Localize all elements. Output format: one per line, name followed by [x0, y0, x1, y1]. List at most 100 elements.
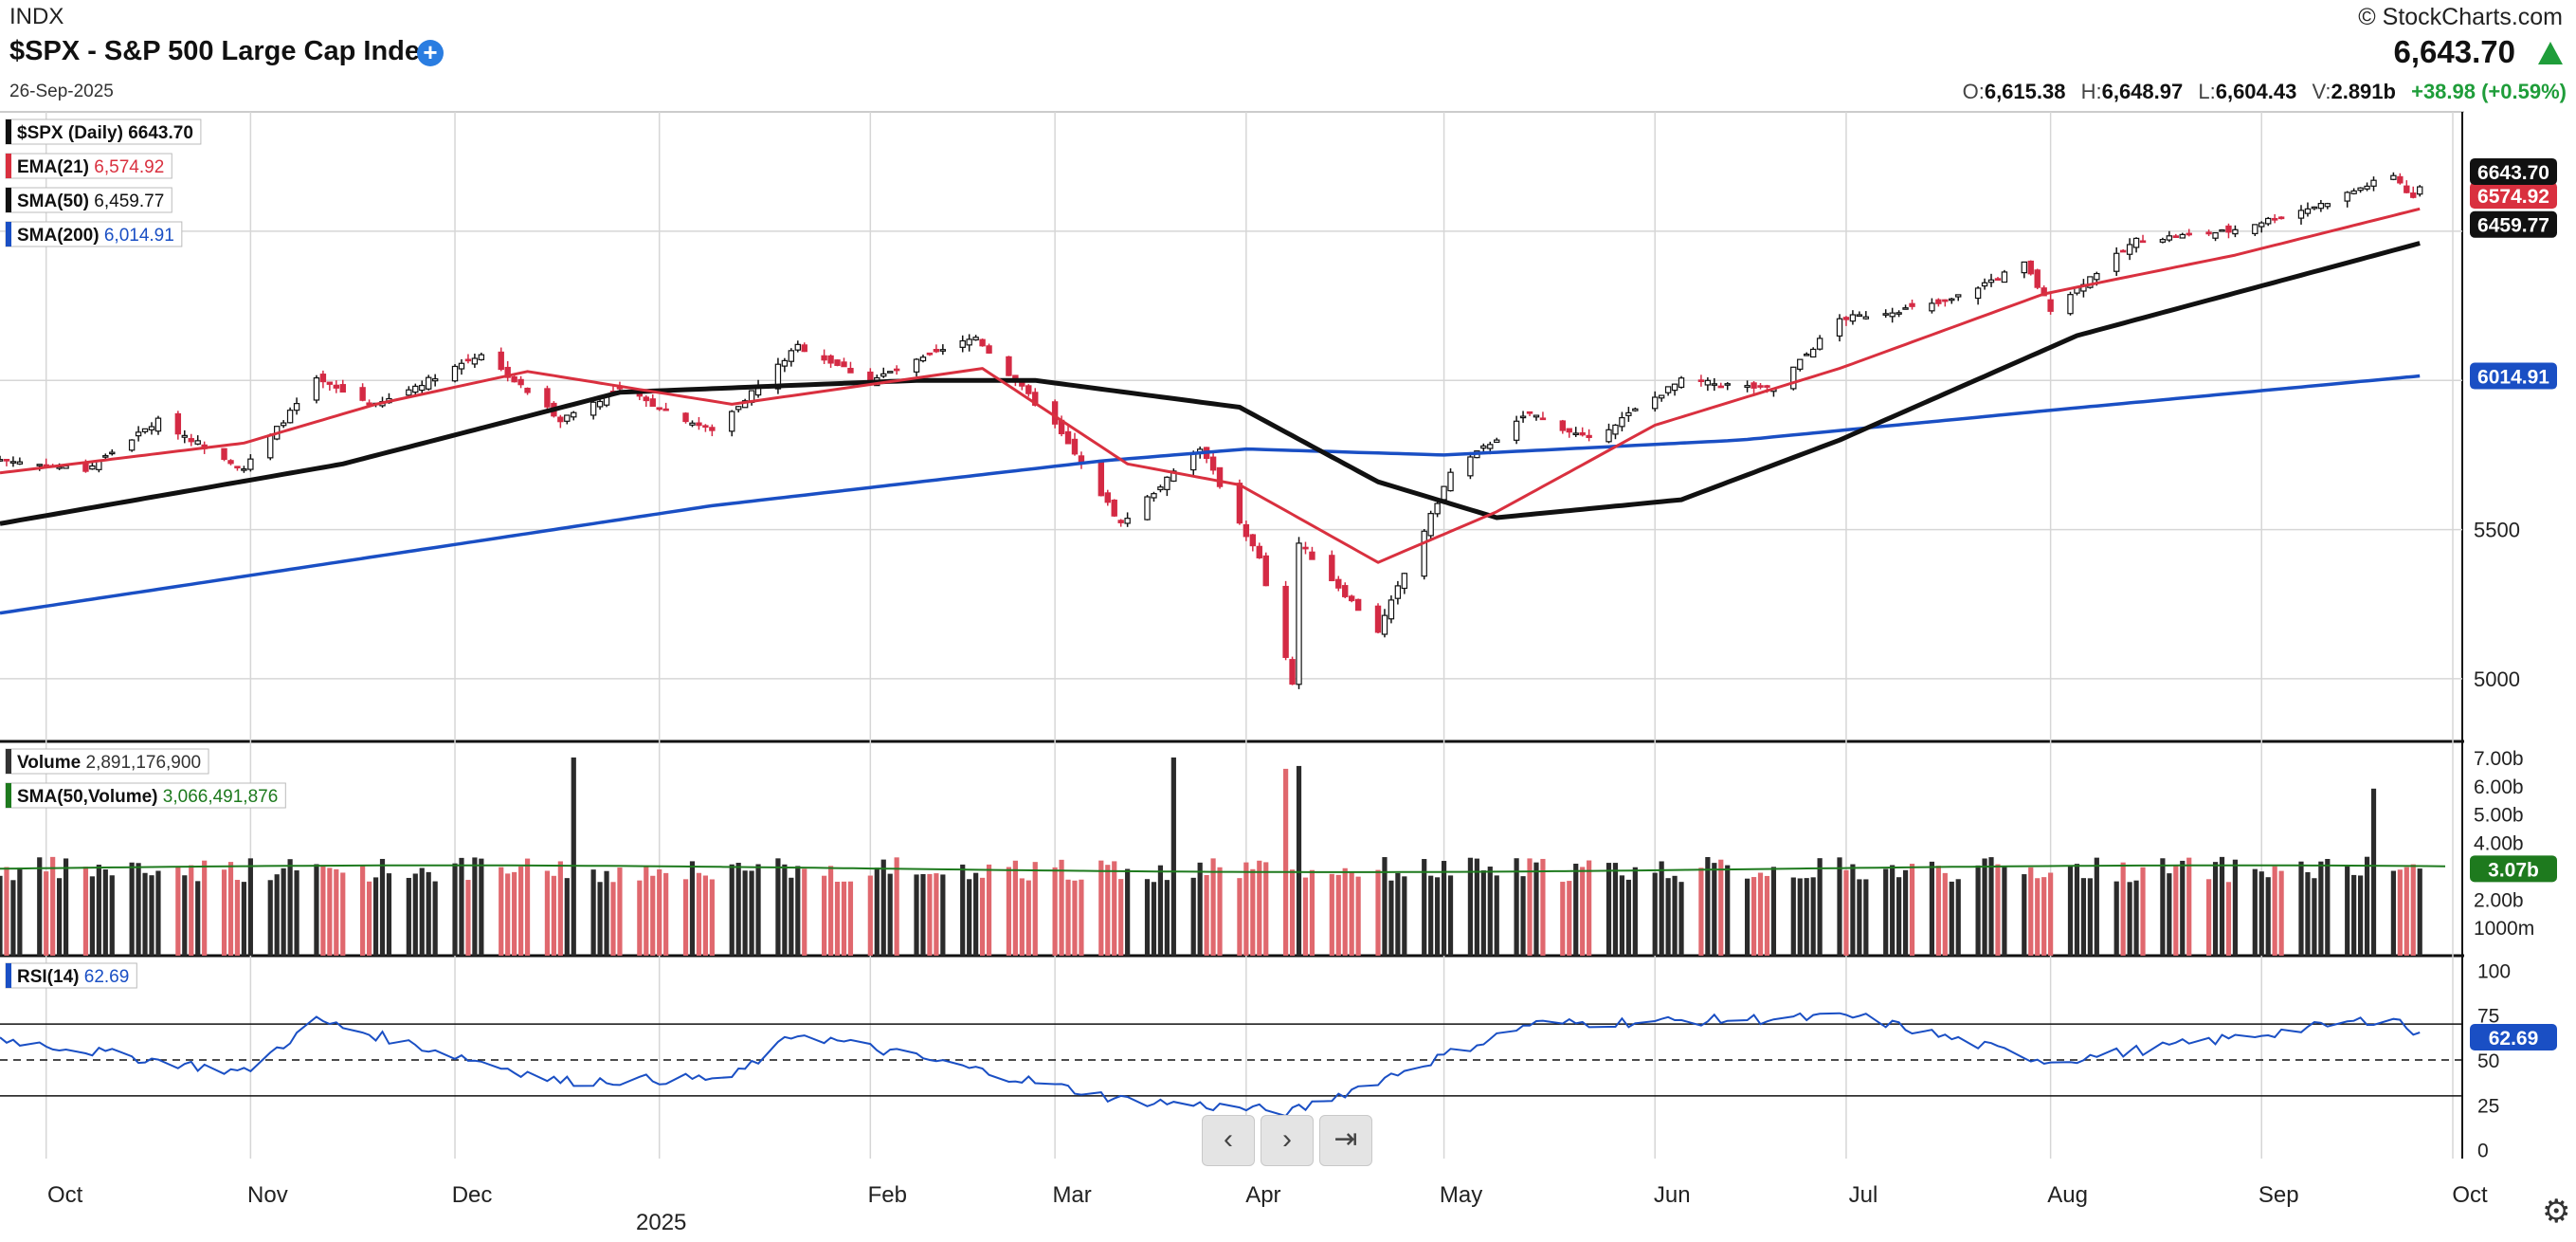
gear-icon[interactable]: ⚙ — [2542, 1194, 2571, 1230]
volume-bar — [1975, 865, 1981, 956]
price-candle — [913, 358, 920, 373]
volume-bar — [564, 878, 570, 956]
scroll-right-button[interactable]: › — [1261, 1115, 1314, 1166]
price-candle — [2126, 244, 2133, 255]
volume-bar — [2080, 878, 2087, 956]
x-tick-label: 2025 — [636, 1210, 686, 1235]
volume-bar — [379, 858, 386, 956]
price-candle — [1262, 555, 1269, 587]
price-candle — [412, 385, 419, 393]
volume-bar — [1632, 867, 1638, 956]
volume-bar — [894, 857, 899, 956]
volume-bar — [1079, 879, 1084, 956]
volume-bar — [657, 869, 662, 956]
volume-bar — [2180, 860, 2186, 956]
sma200-legend-name: SMA(200) — [17, 226, 104, 246]
price-tick-label: 5500 — [2474, 519, 2520, 542]
sma50-line — [0, 241, 2421, 526]
volume-bar — [1441, 861, 1447, 956]
volume-bar — [1712, 863, 1717, 956]
volume-bar — [82, 867, 89, 956]
price-candle — [880, 373, 887, 377]
volume-bar — [129, 862, 135, 956]
volume-bar — [459, 857, 464, 956]
price-candle — [656, 407, 662, 411]
volume-tag: 3.07b — [2488, 859, 2539, 881]
price-candle — [1724, 383, 1731, 386]
volume-bar — [1665, 878, 1671, 956]
volume-bar — [696, 872, 702, 956]
price-candle — [1974, 287, 1982, 300]
price-candle — [1539, 417, 1547, 421]
brand-logo[interactable]: © StockCharts.com — [2358, 4, 2563, 31]
volume-bar — [789, 877, 794, 956]
volume-bar — [340, 872, 346, 956]
price-candle — [2034, 269, 2041, 288]
price-candle — [2139, 240, 2147, 244]
volume-bar — [1052, 867, 1058, 956]
volume-bar — [847, 881, 854, 956]
volume-bar — [2312, 878, 2317, 956]
price-candle — [1401, 573, 1408, 590]
volume-bars — [0, 757, 2446, 956]
volume-bar — [644, 867, 649, 956]
price-candle — [1842, 317, 1850, 320]
volume-bar — [2318, 861, 2324, 956]
price-candle — [406, 389, 412, 396]
price-candle — [1671, 383, 1678, 392]
volume-bar — [1112, 861, 1117, 956]
volume-bar — [1382, 857, 1388, 956]
price-candle — [781, 359, 789, 367]
volume-legend-value: 2,891,176,900 — [86, 753, 202, 773]
price-candle — [1942, 299, 1949, 302]
high-value: 6,648.97 — [2101, 80, 2184, 103]
volume-bar — [986, 864, 992, 956]
price-candle — [135, 431, 142, 437]
sma200-legend-box — [5, 221, 183, 247]
volume-bar — [109, 875, 115, 956]
volume-bar — [1250, 868, 1256, 956]
volume-bar — [314, 864, 319, 956]
price-candle — [1625, 411, 1632, 416]
volume-bar — [2035, 878, 2041, 956]
volume-bar — [1587, 860, 1592, 956]
add-to-list-icon[interactable]: + — [417, 40, 444, 66]
price-candle — [504, 366, 511, 378]
price-candle — [2027, 260, 2034, 275]
volume-bar — [610, 882, 616, 956]
price-candle — [96, 460, 102, 470]
volume-bar — [366, 881, 372, 956]
volume-bar — [2358, 875, 2364, 956]
price-candle — [774, 363, 782, 390]
volsma-legend-name: SMA(50,Volume) — [17, 787, 163, 807]
price-candle — [2087, 276, 2094, 288]
price-candle — [1797, 358, 1804, 370]
legends: $SPX (Daily) 6643.70 EMA(21) 6,574.92SMA… — [5, 119, 286, 989]
price-candle — [1909, 302, 1915, 307]
price-candle — [1144, 496, 1151, 521]
rsi-tag-bg — [2470, 1024, 2557, 1051]
price-legend-swatch — [6, 119, 11, 144]
volume-bar — [1790, 877, 1796, 956]
volume-bar — [1580, 867, 1586, 956]
volume-bar — [2232, 859, 2239, 956]
volume-bar — [755, 864, 761, 956]
volume-bar — [136, 863, 141, 956]
volume-bar — [2397, 869, 2403, 956]
price-candle — [1302, 546, 1309, 550]
price-candle — [1949, 298, 1955, 301]
price-candle — [333, 384, 340, 389]
scroll-end-button[interactable]: ⇥ — [1319, 1115, 1372, 1166]
exchange-label: INDX — [9, 4, 64, 29]
price-candle — [1664, 386, 1672, 393]
price-candle — [128, 439, 136, 451]
price-candle — [1124, 518, 1131, 524]
volume-bar — [1263, 862, 1269, 956]
price-candle — [247, 458, 254, 470]
volume-bar — [1217, 867, 1223, 956]
volume-bar — [2048, 872, 2054, 956]
scroll-left-button[interactable]: ‹ — [1202, 1115, 1255, 1166]
rsi-tick-label: 100 — [2477, 960, 2511, 982]
